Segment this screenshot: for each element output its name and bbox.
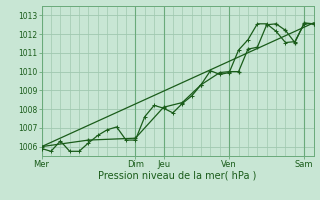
- X-axis label: Pression niveau de la mer( hPa ): Pression niveau de la mer( hPa ): [99, 171, 257, 181]
